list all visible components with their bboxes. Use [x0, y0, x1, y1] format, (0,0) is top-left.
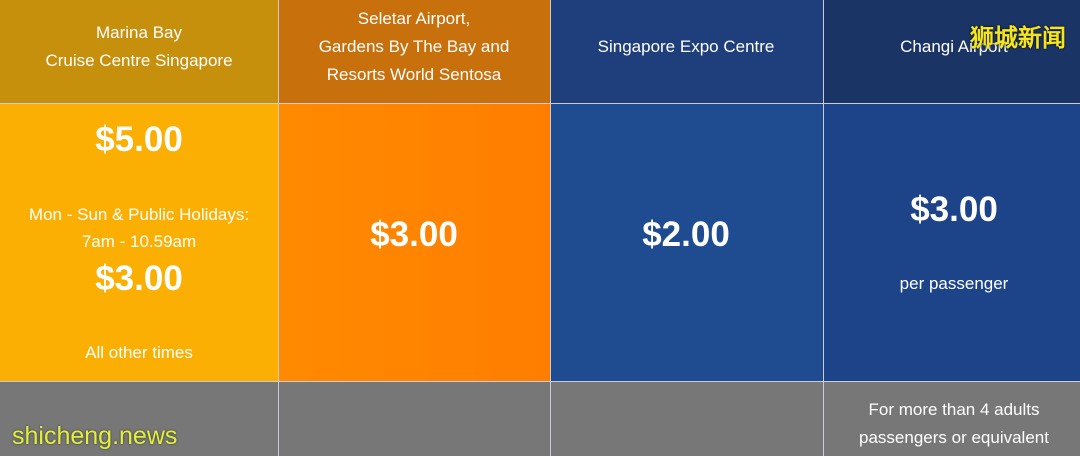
footer-text: passengers or equivalent [859, 428, 1049, 447]
header-cell [824, 0, 1080, 103]
note: All other times [85, 343, 193, 362]
header-text: Changi Airport [900, 37, 1008, 56]
footer-cell [279, 382, 550, 456]
price: $2.00 [642, 215, 730, 254]
note: 7am - 10.59am [81, 232, 197, 251]
price: $3.00 [95, 259, 183, 298]
note: per passenger [899, 274, 1009, 293]
header-cell [279, 0, 550, 103]
header-text: Marina Bay [96, 23, 182, 42]
footer-cell [0, 382, 278, 456]
footer-text: For more than 4 adults [868, 400, 1040, 419]
note: Mon - Sun & Public Holidays: [28, 205, 250, 224]
price: $3.00 [910, 190, 998, 229]
footer-cell [824, 382, 1080, 456]
body-cell [824, 104, 1080, 381]
header-text: Cruise Centre Singapore [45, 51, 233, 70]
watermark: 狮城新闻 [970, 25, 1066, 52]
body-cell [0, 104, 278, 381]
body-cell [279, 104, 550, 381]
price: $3.00 [370, 215, 458, 254]
header-text: Resorts World Sentosa [326, 65, 502, 84]
watermark: shicheng.news [12, 422, 178, 450]
body-cell [551, 104, 823, 381]
header-text: Seletar Airport, [357, 9, 471, 28]
header-cell [551, 0, 823, 103]
header-cell [0, 0, 278, 103]
price: $5.00 [95, 120, 183, 159]
header-text: Gardens By The Bay and [318, 37, 510, 56]
header-text: Singapore Expo Centre [597, 37, 775, 56]
footer-cell [551, 382, 823, 456]
